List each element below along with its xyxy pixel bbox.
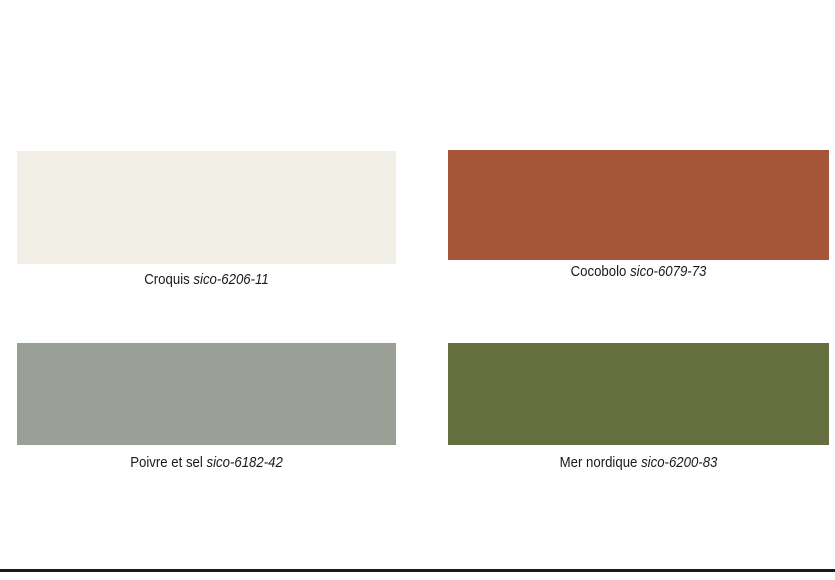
swatch-mer-nordique (448, 343, 829, 445)
swatch-poivre-et-sel (17, 343, 396, 445)
swatch-name: Poivre et sel (130, 454, 203, 471)
swatch-cocobolo (448, 150, 829, 260)
swatch-code: sico-6079-73 (630, 263, 707, 280)
swatch-label-mer-nordique: Mer nordique sico-6200-83 (471, 454, 806, 471)
swatch-label-croquis: Croquis sico-6206-11 (40, 271, 374, 288)
swatch-name: Cocobolo (570, 263, 627, 280)
swatch-code: sico-6206-11 (193, 271, 269, 288)
swatch-code: sico-6200-83 (641, 454, 718, 471)
swatch-name: Croquis (144, 271, 190, 288)
swatch-code: sico-6182-42 (206, 454, 283, 471)
swatch-name: Mer nordique (559, 454, 638, 471)
swatch-label-cocobolo: Cocobolo sico-6079-73 (471, 263, 806, 280)
swatch-croquis (17, 151, 396, 264)
swatch-label-poivre-et-sel: Poivre et sel sico-6182-42 (40, 454, 374, 471)
bottom-divider (0, 569, 835, 572)
